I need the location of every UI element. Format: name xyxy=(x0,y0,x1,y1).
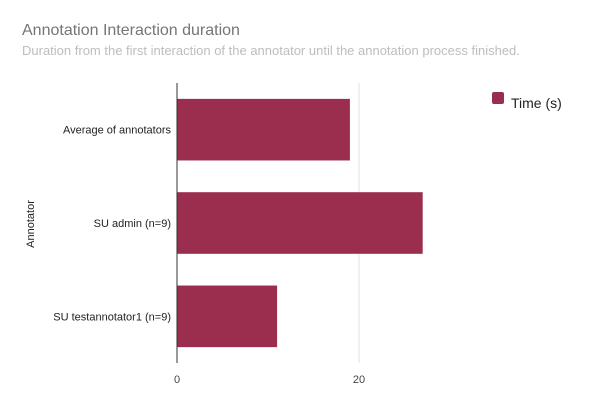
bar xyxy=(177,285,278,348)
category-label: SU testannotator1 (n=9) xyxy=(53,311,171,323)
category-labels: Average of annotators SU admin (n=9) SU te… xyxy=(53,125,171,324)
bars xyxy=(177,98,423,348)
legend-label: Time (s) xyxy=(511,95,562,111)
x-tick-label: 20 xyxy=(353,374,365,386)
legend-swatch xyxy=(492,92,504,104)
legend: Time (s) xyxy=(492,92,562,111)
bar xyxy=(177,98,350,161)
y-axis-title: Annotator xyxy=(25,200,37,248)
x-tick-label: 0 xyxy=(174,374,180,386)
category-label: SU admin (n=9) xyxy=(94,218,171,230)
x-tick-labels: 0 20 xyxy=(174,374,365,386)
category-label: Average of annotators xyxy=(63,125,172,137)
chart-title: Annotation Interaction duration xyxy=(22,22,240,39)
bar xyxy=(177,192,423,254)
chart-subtitle: Duration from the first interaction of t… xyxy=(22,43,520,58)
